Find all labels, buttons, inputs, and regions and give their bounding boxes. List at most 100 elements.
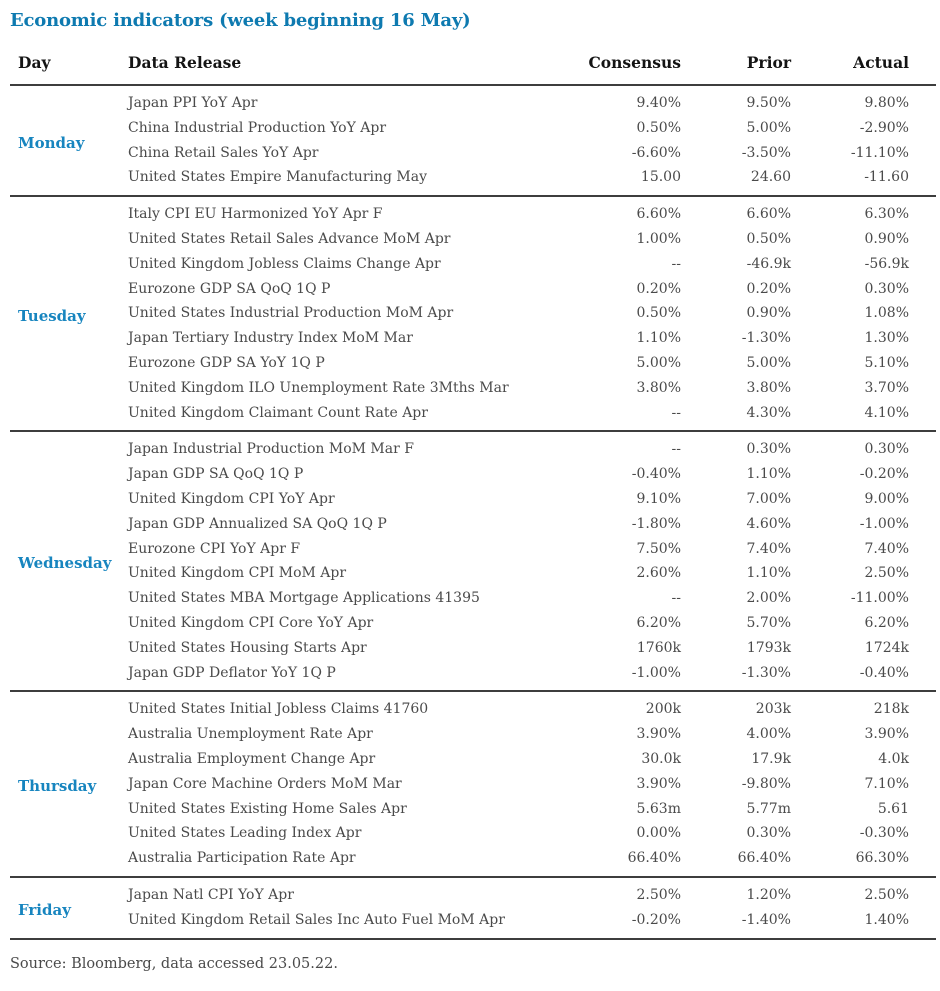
consensus-value: 5.00%: [636, 354, 681, 371]
column-header-data-release: Data Release: [128, 52, 571, 86]
consensus-value: 2.50%: [571, 875, 691, 908]
prior-value: 0.30%: [746, 825, 791, 842]
table-row: China Retail Sales YoY Apr -6.60% -3.50% -1…: [10, 141, 936, 166]
prior-value: 203k: [691, 690, 796, 723]
table-row: China Industrial Production YoY Apr 0.50%…: [10, 116, 936, 141]
data-release: China Industrial Production YoY Apr: [128, 119, 387, 136]
table-row: United States Empire Manufacturing May 15…: [10, 165, 936, 196]
actual-value: 66.30%: [855, 850, 909, 867]
table-row: United Kingdom CPI MoM Apr 2.60% 1.10% 2.50…: [10, 561, 936, 586]
source-note: Source: Bloomberg, data accessed 23.05.2…: [10, 955, 338, 972]
table-row: United States Leading Index Apr 0.00% 0.30…: [10, 821, 936, 846]
consensus-value: 66.40%: [627, 850, 681, 867]
data-release: Japan Industrial Production MoM Mar F: [128, 430, 571, 463]
data-release: United States Retail Sales Advance MoM A…: [128, 230, 451, 247]
data-release: Japan GDP Deflator YoY 1Q P: [128, 664, 336, 681]
actual-value: 5.61: [877, 800, 909, 817]
table-body: Monday Japan PPI YoY Apr 9.40% 9.50% 9.80% Ch…: [10, 83, 936, 939]
actual-value: 1724k: [864, 639, 909, 656]
actual-value: -0.20%: [859, 466, 909, 483]
data-release: Japan Natl CPI YoY Apr: [128, 875, 571, 908]
consensus-value: -0.20%: [631, 911, 681, 928]
consensus-value: 3.90%: [636, 775, 681, 792]
prior-value: 1.10%: [746, 565, 791, 582]
prior-value: 1.10%: [746, 466, 791, 483]
prior-value: 5.77m: [746, 800, 791, 817]
consensus-value: --: [671, 590, 681, 607]
data-release: Australia Participation Rate Apr: [128, 850, 356, 867]
table-row: United States MBA Mortgage Applications …: [10, 586, 936, 611]
actual-value: 1.30%: [864, 330, 909, 347]
data-release: China Retail Sales YoY Apr: [128, 144, 319, 161]
actual-value: 7.10%: [864, 775, 909, 792]
table-row: Japan GDP SA QoQ 1Q P -0.40% 1.10% -0.20%: [10, 462, 936, 487]
actual-value: -11.60: [864, 169, 909, 186]
consensus-value: 3.90%: [636, 726, 681, 743]
actual-value: 4.0k: [878, 750, 909, 767]
table-row: United Kingdom ILO Unemployment Rate 3Mt…: [10, 376, 936, 401]
data-release: United States Existing Home Sales Apr: [128, 800, 407, 817]
consensus-value: 0.50%: [636, 305, 681, 322]
prior-value: 0.20%: [746, 280, 791, 297]
actual-value: -2.90%: [859, 119, 909, 136]
consensus-value: 9.10%: [636, 490, 681, 507]
prior-value: 1793k: [746, 639, 791, 656]
actual-value: -11.10%: [850, 144, 909, 161]
table-row: United Kingdom CPI Core YoY Apr 6.20% 5.70…: [10, 611, 936, 636]
actual-value: 2.50%: [864, 565, 909, 582]
actual-value: -0.30%: [859, 825, 909, 842]
consensus-value: -0.40%: [631, 466, 681, 483]
consensus-value: 15.00: [640, 169, 681, 186]
table-row: United States Retail Sales Advance MoM A…: [10, 227, 936, 252]
prior-value: 0.90%: [746, 305, 791, 322]
data-release: United Kingdom ILO Unemployment Rate 3Mt…: [128, 379, 509, 396]
table-row: Thursday United States Initial Jobless Cl…: [10, 690, 936, 877]
actual-value: -1.00%: [859, 515, 909, 532]
data-release: Japan GDP SA QoQ 1Q P: [128, 466, 304, 483]
table-row: Tuesday Italy CPI EU Harmonized YoY Apr F…: [10, 195, 936, 432]
prior-value: 9.50%: [691, 84, 796, 116]
data-release: United Kingdom CPI YoY Apr: [128, 490, 335, 507]
consensus-value: 6.20%: [636, 614, 681, 631]
table-row: Wednesday Japan Industrial Production MoM…: [10, 430, 936, 692]
data-release: Eurozone GDP SA QoQ 1Q P: [128, 280, 331, 297]
data-release: Australia Employment Change Apr: [128, 750, 376, 767]
prior-value: 5.70%: [746, 614, 791, 631]
consensus-value: --: [571, 430, 691, 463]
consensus-value: -1.80%: [631, 515, 681, 532]
day-label: Tuesday: [10, 195, 128, 432]
data-release: United States Initial Jobless Claims 417…: [128, 690, 571, 723]
actual-value: -56.9k: [864, 255, 909, 272]
data-release: Japan Tertiary Industry Index MoM Mar: [128, 330, 413, 347]
data-release: Italy CPI EU Harmonized YoY Apr F: [128, 195, 571, 227]
data-release: United Kingdom Claimant Count Rate Apr: [128, 404, 428, 421]
prior-value: -46.9k: [746, 255, 791, 272]
actual-value: -11.00%: [850, 590, 909, 607]
table-row: United Kingdom Claimant Count Rate Apr --…: [10, 401, 936, 432]
table-row: Friday Japan Natl CPI YoY Apr 2.50% 1.20% 2.…: [10, 875, 936, 939]
prior-value: 24.60: [750, 169, 791, 186]
consensus-value: 3.80%: [636, 379, 681, 396]
table-row: United States Industrial Production MoM …: [10, 301, 936, 326]
actual-value: 3.70%: [864, 379, 909, 396]
table-row: Japan Core Machine Orders MoM Mar 3.90% -9…: [10, 772, 936, 797]
prior-value: 5.00%: [746, 354, 791, 371]
table-row: Japan Tertiary Industry Index MoM Mar 1.1…: [10, 326, 936, 351]
prior-value: -9.80%: [741, 775, 791, 792]
table-header: Day Data Release Consensus Prior Actual: [10, 52, 936, 86]
data-release: Eurozone GDP SA YoY 1Q P: [128, 354, 325, 371]
column-header-day: Day: [10, 52, 128, 86]
actual-value: 218k: [796, 690, 936, 723]
actual-value: -0.40%: [859, 664, 909, 681]
actual-value: 2.50%: [796, 875, 936, 908]
data-release: United Kingdom CPI MoM Apr: [128, 565, 347, 582]
data-release: United Kingdom Retail Sales Inc Auto Fue…: [128, 911, 505, 928]
consensus-value: 0.20%: [636, 280, 681, 297]
data-release: United Kingdom CPI Core YoY Apr: [128, 614, 374, 631]
data-release: United States Housing Starts Apr: [128, 639, 367, 656]
prior-value: -1.40%: [741, 911, 791, 928]
prior-value: 0.30%: [691, 430, 796, 463]
prior-value: 1.20%: [691, 875, 796, 908]
consensus-value: --: [671, 404, 681, 421]
day-label: Wednesday: [10, 430, 128, 692]
